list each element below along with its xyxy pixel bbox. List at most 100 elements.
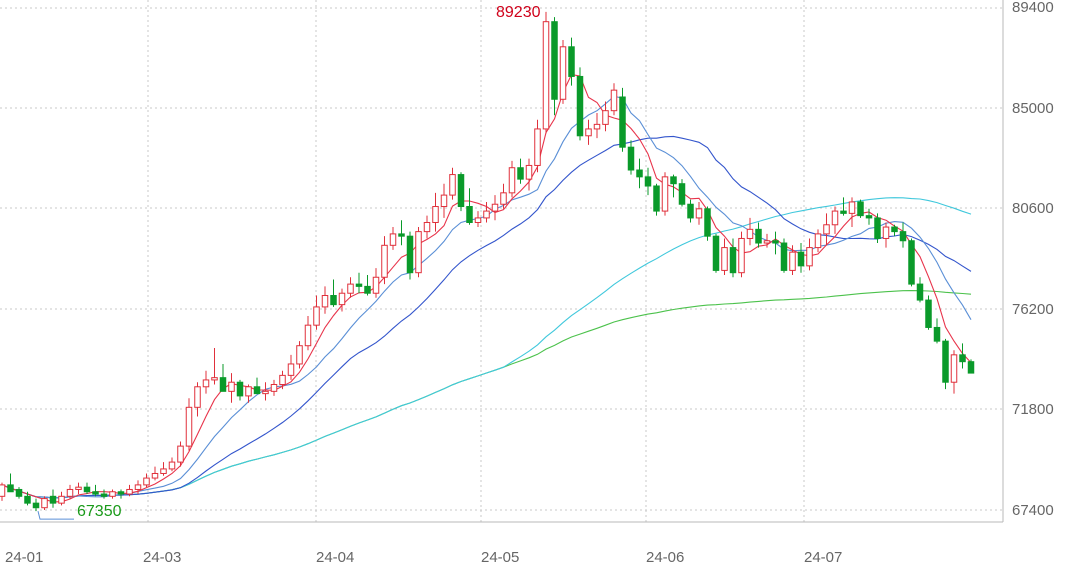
x-tick-label: 24-04 [316, 549, 354, 566]
candle-up [270, 384, 278, 392]
candle-down [797, 251, 805, 267]
axes [0, 0, 1004, 523]
candle-down [32, 502, 40, 509]
candle-up [347, 283, 354, 294]
x-tick-label: 24-05 [481, 549, 519, 566]
candle-up [491, 203, 499, 212]
candle-down [24, 495, 31, 504]
candle-down [355, 283, 363, 287]
candle-up [245, 386, 252, 397]
grid-lines [0, 0, 1003, 522]
candle-down [857, 201, 864, 217]
candle-down [899, 231, 907, 242]
low-marker-line [37, 510, 74, 520]
candle-up [381, 244, 388, 278]
candle-down [916, 283, 924, 301]
candle-up [415, 231, 422, 274]
candle-up [194, 386, 201, 408]
candle-up [304, 324, 312, 347]
candle-up [542, 21, 550, 130]
candle-down [619, 96, 626, 148]
x-tick-label: 24-03 [143, 549, 181, 566]
candle-up [882, 226, 890, 239]
candle-up [806, 247, 813, 267]
candle-down [117, 491, 125, 495]
candle-up [525, 164, 533, 180]
candle-up [950, 354, 958, 383]
candle-down [92, 491, 99, 495]
candle-up [41, 498, 48, 509]
candle-up [126, 488, 133, 495]
candle-down [100, 493, 108, 497]
ma20-line [1, 135, 972, 499]
y-tick-label: 76200 [1012, 301, 1054, 318]
ma60-line [1, 197, 972, 499]
candle-up [66, 488, 74, 497]
candle-down [925, 299, 932, 328]
candle-up [432, 206, 439, 223]
candle-down [236, 381, 244, 397]
candle-up [338, 292, 346, 306]
candle-down [908, 240, 915, 285]
candle-up [202, 379, 210, 388]
candle-down [568, 46, 575, 77]
candle-up [831, 210, 839, 226]
candle-down [457, 174, 465, 208]
candle-up [134, 484, 142, 490]
y-tick-label: 71800 [1012, 401, 1054, 418]
candle-up [389, 233, 397, 246]
candle-up [738, 237, 745, 274]
candle-down [398, 233, 405, 237]
moving-average-lines [1, 73, 972, 503]
candle-up [814, 233, 822, 249]
candle-up [287, 363, 295, 376]
candle-down [83, 486, 91, 493]
candle-up [721, 247, 728, 271]
y-tick-label: 80600 [1012, 200, 1054, 217]
candle-down [517, 167, 524, 180]
candles [0, 11, 975, 512]
candle-down [253, 386, 261, 395]
candle-up [500, 192, 507, 205]
candle-up [262, 390, 269, 395]
candle-up [559, 46, 567, 100]
candle-up [746, 228, 754, 239]
candle-up [610, 89, 618, 112]
candle-up [474, 217, 482, 223]
candle-up [789, 251, 796, 271]
candle-up [143, 477, 150, 486]
ma5-line [1, 73, 972, 503]
high-low-annotations: 89230 67350 [37, 4, 541, 520]
candle-up [593, 123, 601, 130]
candle-up [534, 128, 541, 166]
candle-down [219, 377, 227, 392]
candle-down [704, 208, 711, 237]
candle-up [58, 495, 65, 504]
candle-up [483, 210, 490, 219]
candle-down [967, 361, 975, 374]
ma120-line [1, 290, 972, 499]
candle-down [49, 495, 57, 504]
candle-up [508, 167, 516, 194]
candle-up [763, 240, 771, 244]
candle-down [729, 247, 737, 274]
candle-down [933, 326, 941, 342]
y-axis-ticks: 89400 85000 80600 76200 71800 67400 [1012, 0, 1054, 519]
candle-down [627, 146, 635, 171]
candle-down [840, 210, 847, 214]
candle-up [372, 276, 380, 294]
candle-down [406, 235, 414, 274]
candle-down [15, 488, 23, 497]
candle-down [772, 240, 779, 244]
candle-down [780, 242, 788, 271]
candle-up [168, 461, 176, 470]
y-tick-label: 85000 [1012, 100, 1054, 117]
x-axis-ticks: 24-01 24-03 24-04 24-05 24-06 24-07 [5, 549, 842, 566]
candle-down [551, 21, 558, 100]
candle-up [423, 221, 431, 233]
candle-up [0, 484, 6, 497]
candle-up [160, 468, 167, 474]
candle-down [687, 203, 694, 219]
candle-up [296, 345, 303, 365]
